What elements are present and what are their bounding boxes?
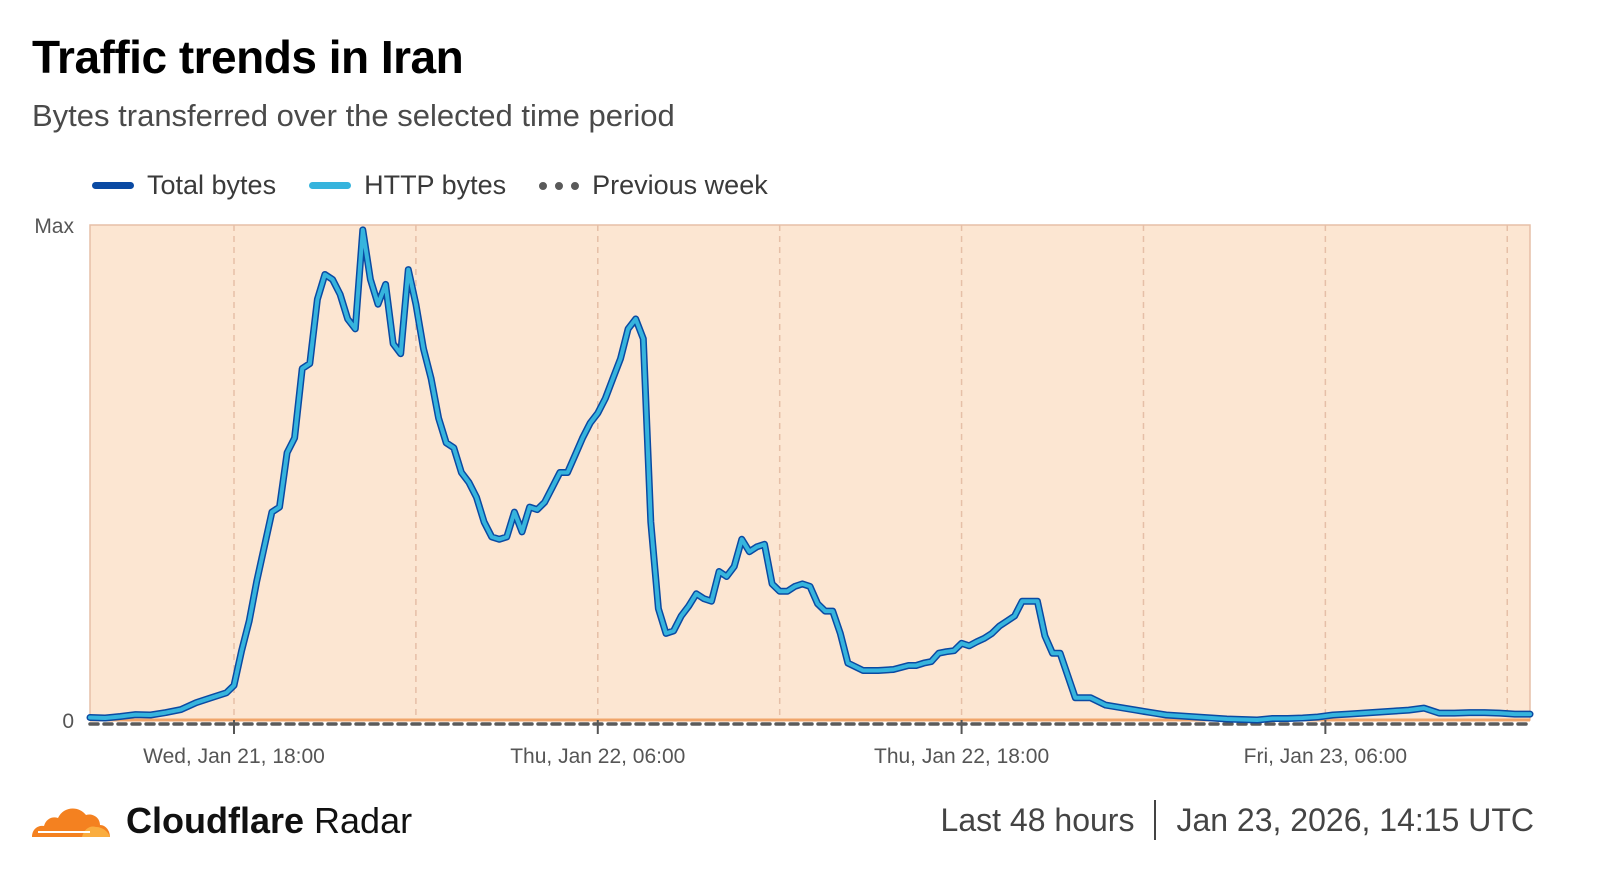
legend-label-http-bytes: HTTP bytes bbox=[364, 170, 507, 200]
legend-swatch-total-bytes bbox=[92, 182, 134, 189]
legend-item-previous-week[interactable]: Previous week bbox=[539, 170, 768, 201]
chart-title: Traffic trends in Iran bbox=[32, 31, 464, 83]
footer-meta: Last 48 hours Jan 23, 2026, 14:15 UTC bbox=[941, 800, 1534, 840]
y-tick-label-0: 0 bbox=[62, 710, 74, 733]
plot-area bbox=[89, 224, 1531, 721]
x-tick-label-2: Thu, Jan 22, 18:00 bbox=[874, 745, 1049, 768]
time-period: Last 48 hours bbox=[940, 801, 1135, 838]
legend-label-total-bytes: Total bytes bbox=[147, 170, 277, 200]
legend-swatch-previous-week bbox=[539, 181, 580, 190]
legend-swatch-http-bytes bbox=[309, 182, 352, 189]
chart-subtitle: Bytes transferred over the selected time… bbox=[32, 98, 675, 133]
chart-legend: Total bytes HTTP bytes Previous week bbox=[92, 170, 801, 201]
footer-separator bbox=[1154, 800, 1157, 840]
brand-name-regular: Radar bbox=[314, 800, 413, 841]
timestamp: Jan 23, 2026, 14:15 UTC bbox=[1176, 801, 1534, 838]
x-tick-label-0: Wed, Jan 21, 18:00 bbox=[143, 745, 325, 768]
legend-label-previous-week: Previous week bbox=[592, 170, 768, 200]
x-tick-label-3: Fri, Jan 23, 06:00 bbox=[1244, 745, 1407, 768]
x-tick-label-1: Thu, Jan 22, 06:00 bbox=[510, 745, 685, 768]
brand-name: Cloudflare Radar bbox=[126, 800, 412, 842]
y-tick-label-1: Max bbox=[34, 215, 74, 238]
traffic-line-chart: 0 Max Wed, Jan 21, 18:00 Thu, Jan 22, 06:00… bbox=[34, 215, 1534, 768]
brand-name-bold: Cloudflare bbox=[126, 800, 305, 841]
cloudflare-radar-logo: Cloudflare Radar bbox=[30, 800, 412, 842]
cloudflare-cloud-icon bbox=[32, 808, 110, 837]
series-line-http-bytes bbox=[88, 227, 1532, 722]
legend-item-total-bytes[interactable]: Total bytes bbox=[92, 170, 276, 201]
legend-item-http-bytes[interactable]: HTTP bytes bbox=[309, 170, 506, 201]
